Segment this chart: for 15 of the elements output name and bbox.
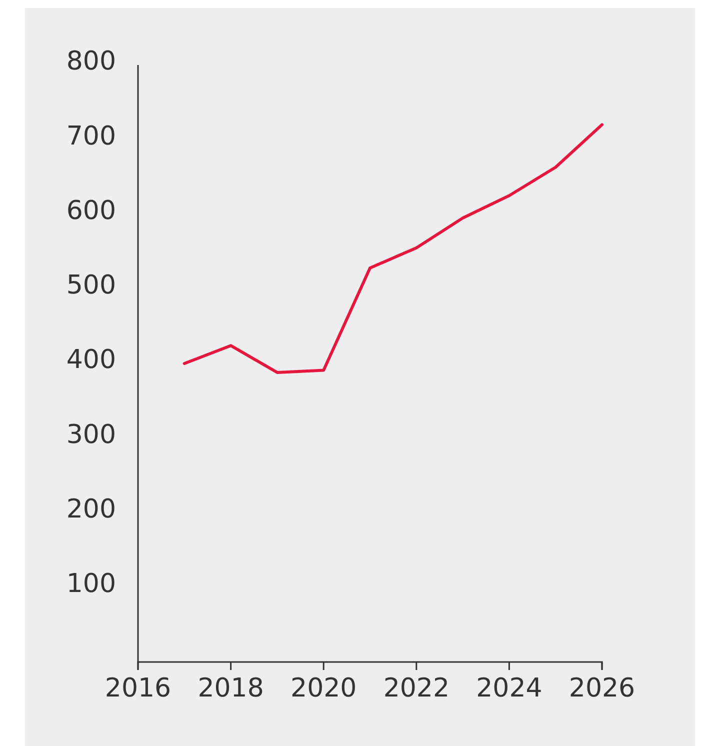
- y-tick-label: 700: [66, 121, 116, 152]
- y-tick-label: 300: [66, 420, 116, 450]
- x-tick-label: 2018: [198, 673, 264, 704]
- x-tick-label: 2022: [383, 673, 450, 704]
- y-tick-label: 800: [66, 46, 116, 77]
- y-tick-label: 400: [66, 345, 116, 376]
- y-tick-label: 600: [66, 196, 116, 226]
- x-tick-label: 2024: [476, 673, 542, 704]
- x-tick-label: 2026: [568, 673, 636, 704]
- x-tick-label: 2020: [290, 673, 357, 704]
- y-tick-label: 200: [66, 494, 116, 524]
- x-tick-label: 2016: [104, 673, 172, 704]
- y-tick-label: 100: [66, 569, 116, 600]
- line-series: [182, 123, 604, 374]
- y-tick-label: 500: [66, 270, 116, 301]
